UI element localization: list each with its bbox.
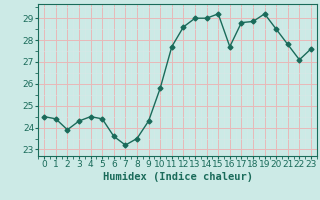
X-axis label: Humidex (Indice chaleur): Humidex (Indice chaleur) [103, 172, 252, 182]
